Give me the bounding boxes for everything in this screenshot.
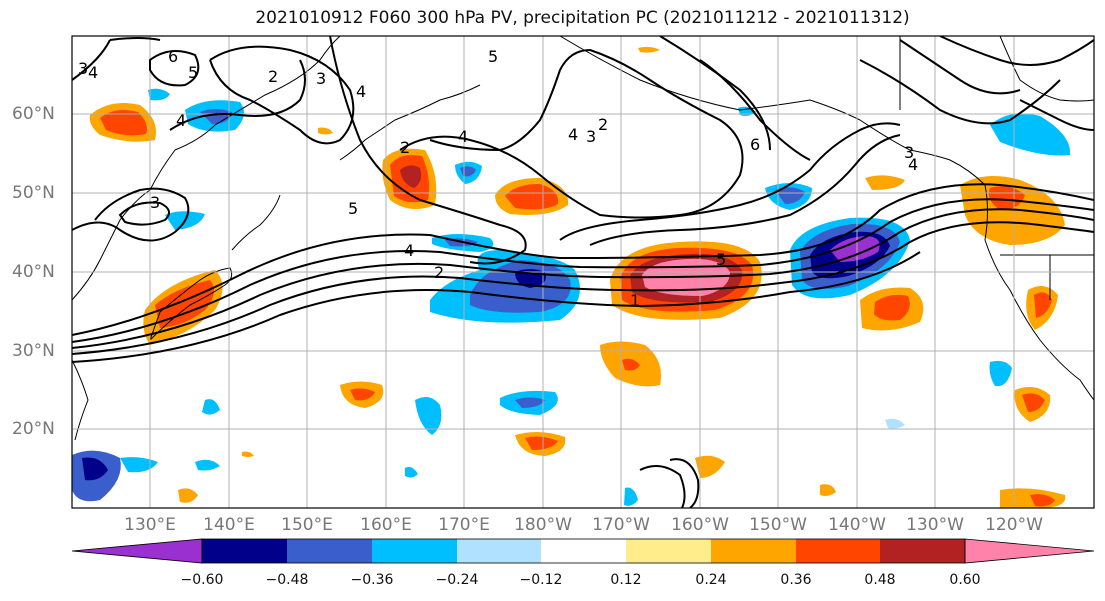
colorbar-swatch — [287, 539, 372, 563]
colorbar-swatch — [880, 539, 965, 563]
contour-label: 4 — [568, 125, 578, 144]
lon-label: 130°W — [906, 515, 964, 535]
contour-label: 3 — [316, 69, 326, 88]
colorbar-swatch — [964, 538, 1095, 564]
contour-label: 4 — [88, 63, 98, 82]
colorbar-tick-label: −0.60 — [180, 572, 224, 588]
contour-label: 4 — [356, 82, 366, 101]
contour-label: 6 — [750, 135, 760, 154]
precip-field — [72, 46, 1071, 508]
colorbar-swatch — [372, 539, 457, 563]
lon-label: 140°E — [203, 515, 255, 535]
contour-label: 5 — [716, 250, 726, 269]
colorbar-tick-label: −0.48 — [265, 572, 309, 588]
colorbar-tick-label: 0.60 — [949, 572, 981, 588]
colorbar-swatch — [711, 539, 796, 563]
colorbar-swatch — [626, 539, 711, 563]
contour-label: 3 — [150, 193, 160, 212]
map-title: 2021010912 F060 300 hPa PV, precipitatio… — [255, 8, 910, 28]
contour-label: 5 — [188, 63, 198, 82]
colorbar-swatch — [71, 538, 203, 564]
lon-label: 120°W — [985, 515, 1043, 535]
lon-label: 180°W — [514, 515, 572, 535]
lat-label: 20°N — [12, 419, 55, 439]
colorbar-tick-label: 0.48 — [864, 572, 896, 588]
contour-label: 3 — [586, 127, 596, 146]
colorbar-tick-label: −0.36 — [350, 572, 394, 588]
contour-label: 4 — [908, 155, 918, 174]
pv-contours — [72, 36, 1094, 508]
contour-label: 2 — [434, 263, 444, 282]
contour-label: 1 — [630, 291, 640, 310]
lon-label: 140°W — [828, 515, 886, 535]
contour-label: 3 — [904, 143, 914, 162]
contour-label: 5 — [348, 199, 358, 218]
graticule — [72, 36, 1094, 508]
coastlines — [72, 36, 1094, 441]
colorbar-tick-label: 0.24 — [695, 572, 727, 588]
colorbar — [71, 538, 1095, 564]
contour-labels: 6 5 2 3 4 3 4 4 2 5 4 3 2 6 4 3 3 4 5 4 … — [78, 47, 918, 310]
contour-label: 5 — [488, 47, 498, 66]
map-frame — [71, 35, 1095, 509]
contour-label: 6 — [168, 47, 178, 66]
lat-label: 40°N — [12, 262, 55, 282]
colorbar-tick-label: −0.24 — [435, 572, 479, 588]
colorbar-swatch — [202, 539, 287, 563]
lat-label: 60°N — [12, 104, 55, 124]
colorbar-swatch — [457, 539, 541, 563]
contour-label: 2 — [268, 67, 278, 86]
colorbar-swatch — [541, 539, 626, 563]
contour-label: 2 — [400, 138, 410, 157]
lat-label: 30°N — [12, 341, 55, 361]
lon-label: 130°E — [124, 515, 176, 535]
lon-label: 170°E — [438, 515, 490, 535]
lon-label: 150°W — [749, 515, 807, 535]
colorbar-tick-label: 0.36 — [780, 572, 812, 588]
contour-label: 4 — [176, 111, 186, 130]
contour-label: 3 — [78, 59, 88, 78]
lon-label: 160°E — [360, 515, 412, 535]
contour-label: 4 — [458, 127, 468, 146]
lon-label: 170°W — [592, 515, 650, 535]
contour-label: 4 — [404, 241, 414, 260]
colorbar-tick-label: −0.12 — [519, 572, 563, 588]
contour-label: 2 — [598, 115, 608, 134]
colorbar-swatch — [796, 539, 880, 563]
colorbar-tick-label: 0.12 — [610, 572, 642, 588]
lat-label: 50°N — [12, 183, 55, 203]
lon-label: 160°W — [671, 515, 729, 535]
lon-label: 150°E — [281, 515, 333, 535]
